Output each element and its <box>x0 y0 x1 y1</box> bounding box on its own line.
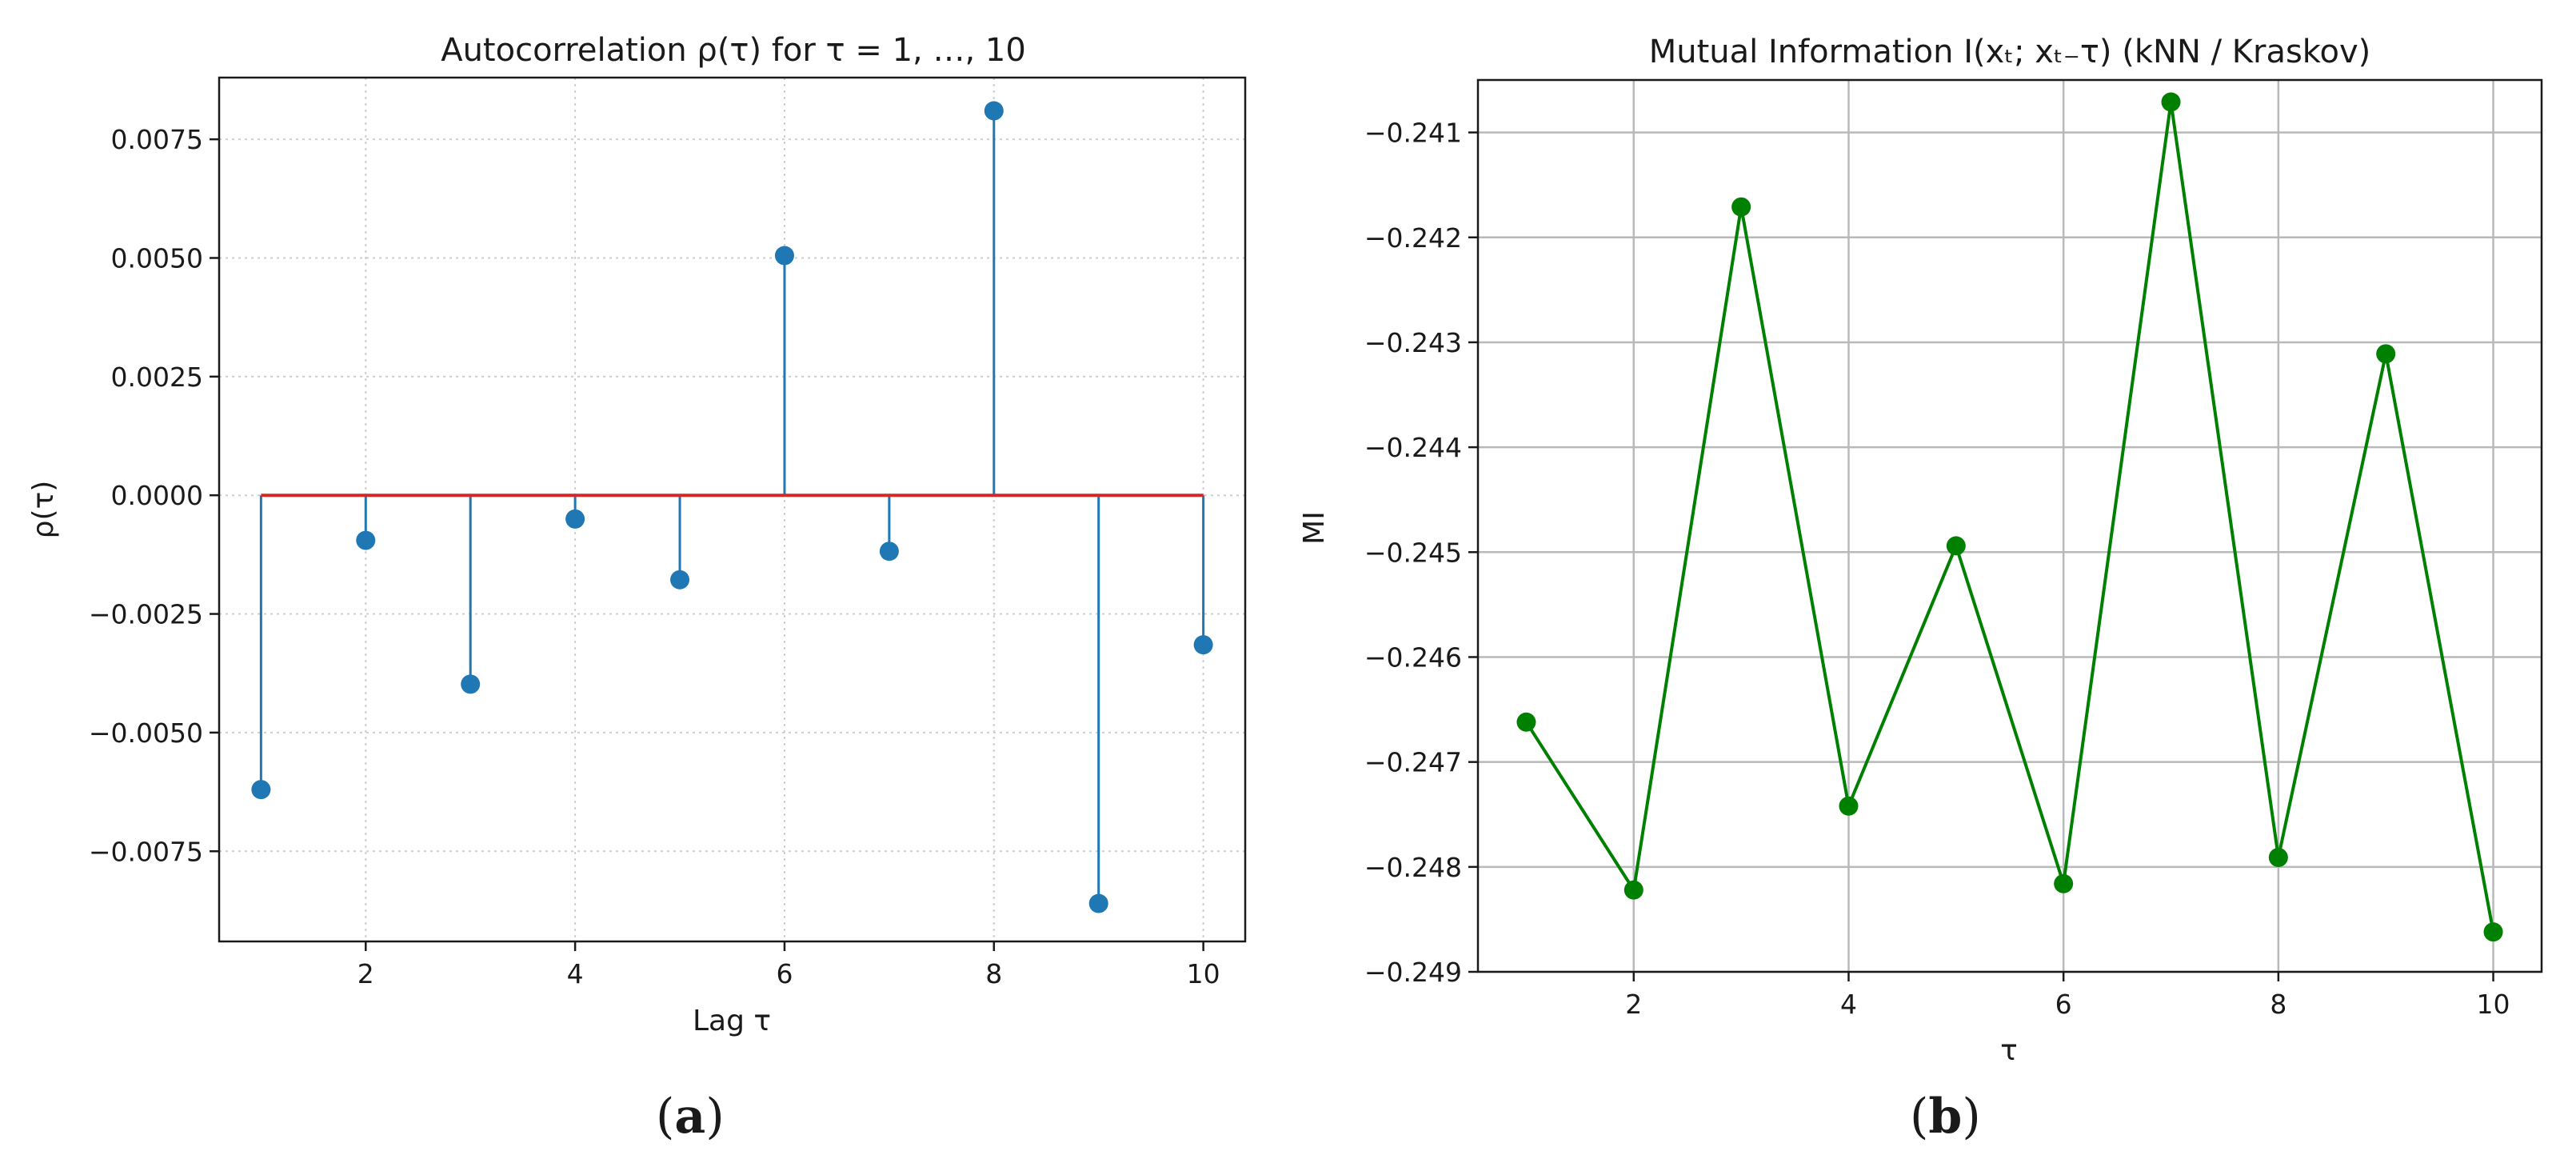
chart-b-x-tick-label: 4 <box>1840 989 1857 1020</box>
chart-b-point <box>1623 880 1643 900</box>
chart-b-point <box>1946 536 1966 556</box>
chart-b-point <box>2161 92 2181 112</box>
chart-b-x-ticks: 2 4 6 8 10 <box>1625 972 2510 1020</box>
chart-b-y-tick-label: −0.242 <box>1364 222 1462 254</box>
chart-b-point <box>2054 873 2074 893</box>
chart-b-panel-label: (b) <box>1910 1089 1981 1145</box>
chart-b-y-tick-label: −0.248 <box>1364 852 1462 883</box>
chart-b-series-line <box>1524 100 2495 933</box>
chart-a-point <box>1193 635 1213 655</box>
chart-b-point <box>1839 796 1859 816</box>
chart-a-y-ticks: −0.0075 −0.0050 −0.0025 0.0000 0.0025 0.0050 0… <box>89 124 219 867</box>
chart-a-y-tick-label: −0.0050 <box>89 717 203 749</box>
chart-b-x-tick-label: 2 <box>1625 989 1642 1020</box>
chart-a-x-tick-label: 8 <box>985 958 1002 989</box>
chart-b-xlabel: τ <box>2000 1034 2018 1067</box>
chart-b-point <box>2483 922 2503 942</box>
chart-a-point <box>1088 893 1108 913</box>
chart-a-x-ticks: 2 4 6 8 10 <box>357 941 1220 989</box>
chart-a-y-tick-label: 0.0000 <box>111 480 203 511</box>
chart-a-point <box>251 780 271 800</box>
chart-b-y-tick-label: −0.247 <box>1364 747 1462 778</box>
chart-a-point <box>565 509 585 529</box>
chart-b-point <box>2376 344 2396 364</box>
chart-a-point <box>356 530 376 550</box>
chart-a-title: Autocorrelation ρ(τ) for τ = 1, …, 10 <box>441 32 1026 69</box>
chart-a-y-tick-label: 0.0025 <box>111 362 203 393</box>
chart-b-y-tick-label: −0.245 <box>1364 537 1462 568</box>
chart-a-y-tick-label: 0.0075 <box>111 124 203 155</box>
chart-a-y-tick-label: 0.0050 <box>111 242 203 274</box>
chart-b-x-tick-label: 8 <box>2270 989 2286 1020</box>
chart-a-panel-label: (a) <box>656 1089 725 1145</box>
chart-a-x-tick-label: 10 <box>1187 958 1220 989</box>
chart-b-point <box>2268 848 2288 868</box>
chart-a-x-tick-label: 6 <box>776 958 793 989</box>
chart-a-point <box>670 570 690 589</box>
chart-a-y-tick-label: −0.0075 <box>89 836 203 867</box>
chart-b-title: Mutual Information I(xₜ; xₜ₋τ) (kNN / Kr… <box>1649 34 2371 70</box>
chart-b-ylabel: MI <box>1298 511 1331 545</box>
chart-b-y-tick-label: −0.243 <box>1364 327 1462 358</box>
chart-a-xlabel: Lag τ <box>693 1005 771 1037</box>
chart-a: Autocorrelation ρ(τ) for τ = 1, …, 10 2 4… <box>27 32 1247 1145</box>
chart-b-y-tick-label: −0.244 <box>1364 432 1462 463</box>
chart-b-x-tick-label: 10 <box>2477 989 2510 1020</box>
chart-a-marks <box>251 101 1213 913</box>
chart-a-point <box>879 542 899 562</box>
chart-a-x-tick-label: 4 <box>567 958 584 989</box>
chart-b-point <box>1731 197 1751 217</box>
chart-b-y-tick-label: −0.246 <box>1364 641 1462 673</box>
chart-a-x-tick-label: 2 <box>357 958 374 989</box>
chart-a-grid <box>219 78 1245 941</box>
chart-b: Mutual Information I(xₜ; xₜ₋τ) (kNN / Kr… <box>1298 34 2543 1145</box>
chart-a-point <box>774 246 794 266</box>
chart-b-marks <box>1516 92 2503 942</box>
chart-a-ylabel: ρ(τ) <box>27 481 60 539</box>
chart-a-y-tick-label: −0.0025 <box>89 599 203 630</box>
chart-a-frame <box>218 76 1247 943</box>
chart-b-frame <box>1476 78 2543 973</box>
chart-b-y-tick-label: −0.241 <box>1364 118 1462 149</box>
chart-b-y-tick-label: −0.249 <box>1364 957 1462 988</box>
chart-a-point <box>984 101 1004 121</box>
chart-b-point <box>1516 712 1536 732</box>
chart-a-point <box>461 674 481 694</box>
chart-b-y-ticks: −0.249 −0.248 −0.247 −0.246 −0.245 −0.244 −0.2… <box>1364 118 1478 988</box>
chart-b-x-tick-label: 6 <box>2055 989 2072 1020</box>
chart-b-grid <box>1478 80 2542 973</box>
